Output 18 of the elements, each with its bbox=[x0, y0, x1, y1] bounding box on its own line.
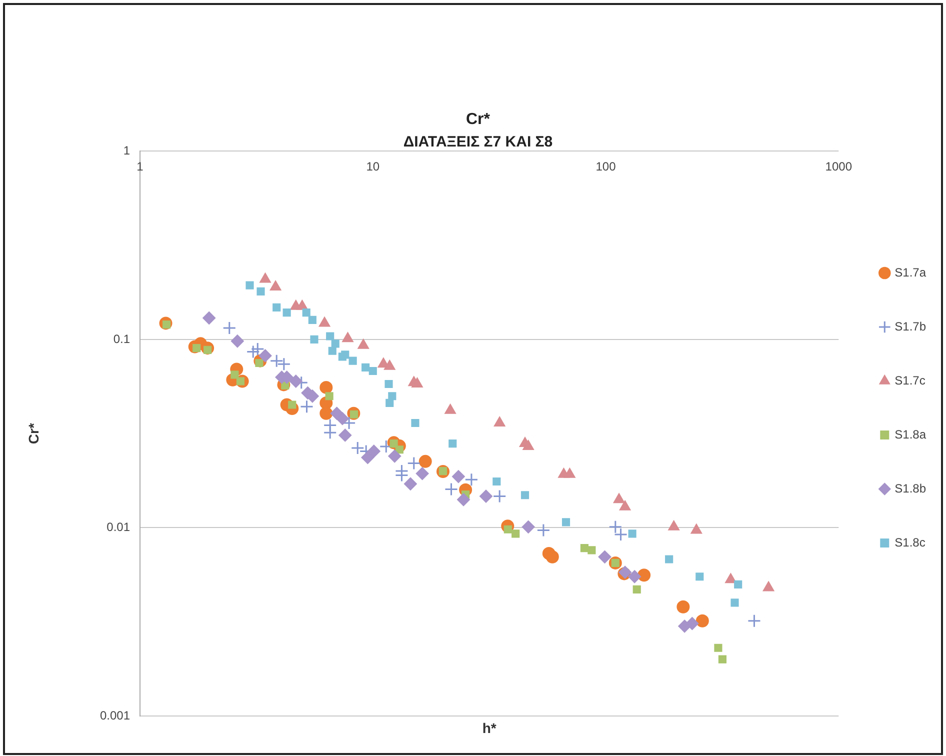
x-tick-label: 100 bbox=[596, 160, 616, 174]
y-tick-label: 0.1 bbox=[113, 332, 130, 346]
y-axis-title: Cr* bbox=[25, 422, 42, 444]
legend-label: S1.8c bbox=[894, 535, 926, 550]
x-tick-label: 1000 bbox=[825, 160, 852, 174]
legend-label: S1.7b bbox=[894, 319, 926, 334]
y-tick-label: 1 bbox=[123, 144, 130, 158]
chart-title: Cr* bbox=[466, 111, 491, 128]
legend-label: S1.8a bbox=[894, 427, 926, 442]
legend-label: S1.7c bbox=[894, 373, 926, 388]
y-tick-label: 0.001 bbox=[100, 708, 130, 722]
y-tick-label: 0.01 bbox=[106, 520, 130, 534]
x-tick-label: 1 bbox=[136, 160, 144, 174]
chart-subtitle: ΔΙΑΤΑΞΕΙΣ Σ7 ΚΑΙ Σ8 bbox=[403, 133, 553, 150]
legend-label: S1.7a bbox=[894, 265, 926, 280]
x-tick-label: 10 bbox=[366, 160, 380, 174]
x-axis-title: h* bbox=[482, 720, 497, 736]
legend-label: S1.8b bbox=[894, 481, 926, 496]
